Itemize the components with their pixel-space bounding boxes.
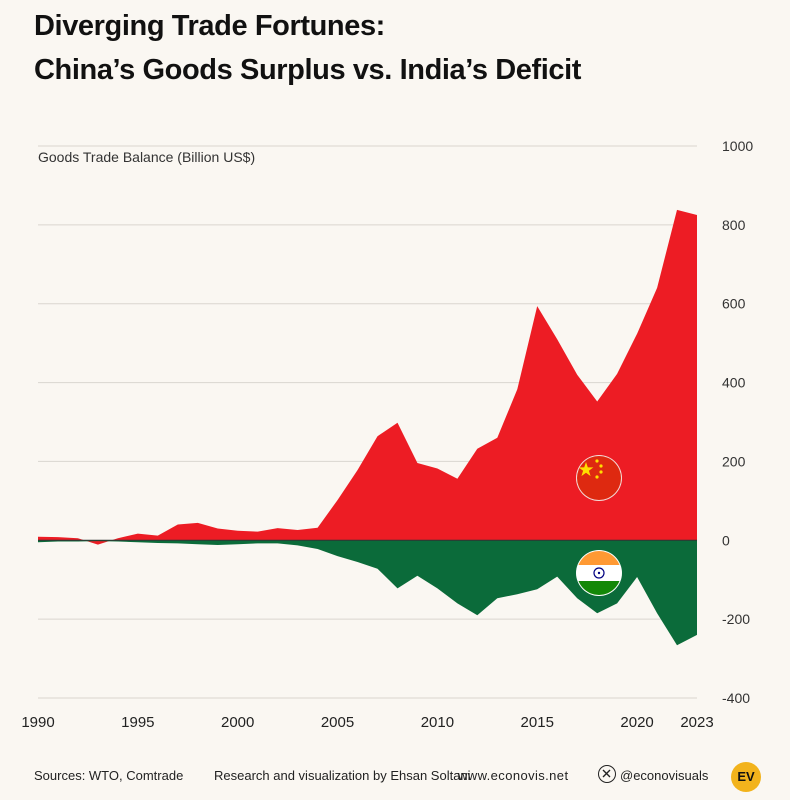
y-tick-label: 200 bbox=[722, 453, 746, 469]
x-tick-label: 2020 bbox=[620, 714, 653, 731]
sources-text: Sources: WTO, Comtrade bbox=[34, 768, 184, 783]
y-tick-label: 800 bbox=[722, 217, 746, 233]
chart-title-line2: China’s Goods Surplus vs. India’s Defici… bbox=[34, 54, 582, 86]
footer: Sources: WTO, Comtrade Research and visu… bbox=[0, 762, 790, 792]
y-tick-label: 1000 bbox=[722, 138, 753, 154]
x-tick-label: 2015 bbox=[521, 714, 554, 731]
y-tick-labels: 1000 800 600 400 200 0 -200 -400 bbox=[722, 138, 753, 706]
y-tick-label: 0 bbox=[722, 532, 730, 548]
x-tick-label: 1990 bbox=[21, 714, 54, 731]
credit-text: Research and visualization by Ehsan Solt… bbox=[214, 768, 471, 783]
x-logo-icon[interactable] bbox=[598, 765, 616, 783]
chart-title-line1: Diverging Trade Fortunes: bbox=[34, 10, 385, 42]
grid-lines bbox=[38, 145, 697, 699]
x-tick-label: 1995 bbox=[121, 714, 154, 731]
y-tick-label: 600 bbox=[722, 296, 746, 312]
india-flag-icon bbox=[576, 550, 622, 596]
chart-title: Diverging Trade Fortunes: China’s Goods … bbox=[34, 4, 581, 92]
y-axis-label: Goods Trade Balance (Billion US$) bbox=[38, 149, 255, 165]
x-tick-label: 2005 bbox=[321, 714, 354, 731]
y-tick-label: -200 bbox=[722, 611, 750, 627]
social-handle[interactable]: @econovisuals bbox=[620, 768, 709, 783]
x-tick-label: 2010 bbox=[421, 714, 454, 731]
india-area bbox=[38, 540, 697, 646]
china-area bbox=[38, 209, 697, 545]
y-tick-label: 400 bbox=[722, 375, 746, 391]
y-tick-label: -400 bbox=[722, 690, 750, 706]
x-tick-labels: 1990 1995 2000 2005 2010 2015 2020 2023 bbox=[21, 714, 713, 731]
x-tick-label: 2000 bbox=[221, 714, 254, 731]
china-flag-icon bbox=[576, 455, 622, 501]
ev-logo-icon: EV bbox=[731, 762, 761, 792]
x-tick-label: 2023 bbox=[680, 714, 713, 731]
website-link[interactable]: www.econovis.net bbox=[458, 768, 569, 783]
